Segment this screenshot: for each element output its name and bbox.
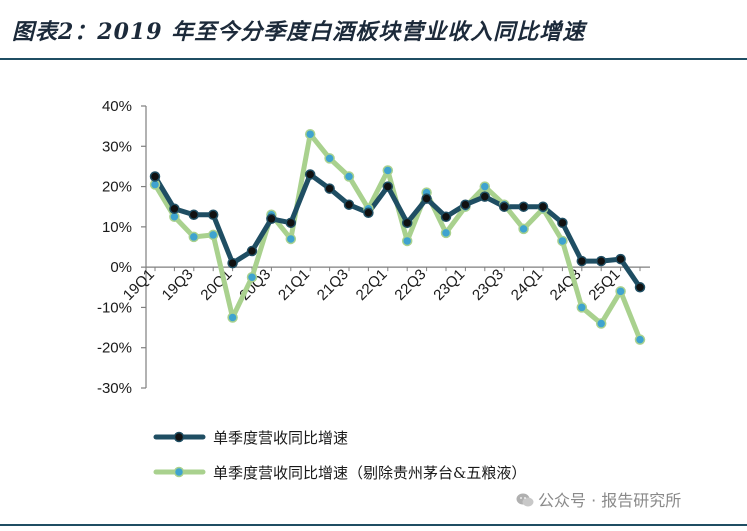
series-2-point [207,229,219,241]
series-1-point [285,217,297,229]
series-1-point [615,253,626,265]
watermark: 公众号 · 报告研究所 [516,487,681,511]
series-1-point [304,169,316,180]
x-tick-label: 22Q1 [353,266,391,304]
x-tick-label: 24Q1 [508,266,546,304]
series-2-point [615,286,626,297]
series-1-point [479,191,491,202]
series-2-point [382,165,394,176]
series-1-point [498,201,510,212]
y-tick-label: 40% [102,98,132,115]
title-divider [0,58,747,60]
series-1-point [576,255,588,267]
series-2-point [246,271,258,283]
series-1-point [382,181,394,192]
x-tick-label: 21Q3 [314,266,352,304]
chart-title: 图表2：2019 年至今分季度白酒板块营业收入同比增速 [12,19,586,45]
x-tick-label: 23Q1 [430,266,468,304]
y-tick-label: 30% [102,138,132,155]
y-tick-label: 0% [110,259,132,276]
chart-legend: 单季度营收同比增速 单季度营收同比增速（剔除贵州茅台&五粮液） [153,429,526,482]
series-1-point [537,201,549,212]
series-1-point [401,217,413,229]
series-1-point [149,171,161,182]
series-1-point [557,217,568,229]
legend-label-series-2: 单季度营收同比增速（剔除贵州茅台&五粮液） [213,464,526,482]
series-2-point [557,235,568,247]
series-2-point [343,171,355,182]
series-2-point [188,231,200,243]
series-2-point [304,128,316,140]
y-tick-label: 20% [102,179,132,196]
series-1-point [169,203,180,214]
series-2-point [285,233,297,245]
y-tick-label: -10% [97,299,132,316]
chart-series-lines [149,128,646,345]
legend-marker-series-1 [173,431,185,443]
series-1-point [460,199,471,210]
series-2-point [324,153,335,164]
series-1-point [440,211,452,223]
x-tick-label: 22Q3 [391,266,429,304]
series-2-point [576,302,588,313]
series-2-point [634,334,646,345]
y-tick-label: 10% [102,219,132,236]
series-2-point [440,227,452,239]
legend-marker-series-2 [173,466,185,478]
series-2-point [401,235,413,247]
series-2-point [479,181,491,192]
x-tick-label: 19Q3 [159,266,197,304]
y-tick-label: -20% [97,340,132,357]
series-2-point [595,318,607,329]
y-tick-label: -30% [97,380,132,397]
watermark-text: 公众号 · 报告研究所 [538,491,682,510]
series-1-point [324,183,335,194]
series-1-point [343,199,355,210]
series-1-point [188,209,200,221]
series-2-point [227,312,238,323]
wechat-icon [516,493,534,507]
series-1-point [595,255,607,267]
series-2-point [518,223,529,235]
series-1-point [634,282,646,293]
series-1-point [518,201,529,212]
series-1-point [266,213,277,225]
bottom-divider [0,524,747,526]
chart-axes: 40%30%20%10%0%-10%-20%-30%19Q1 19Q3 20Q1 20… [97,98,650,397]
series-1-point [421,193,432,204]
series-1-point [227,257,238,269]
x-tick-label: 23Q3 [469,266,507,304]
legend-label-series-1: 单季度营收同比增速 [213,429,348,447]
series-1-point [207,209,219,221]
series-1-point [246,245,258,257]
x-tick-label: 21Q1 [275,266,313,304]
series-1-point [363,207,374,219]
